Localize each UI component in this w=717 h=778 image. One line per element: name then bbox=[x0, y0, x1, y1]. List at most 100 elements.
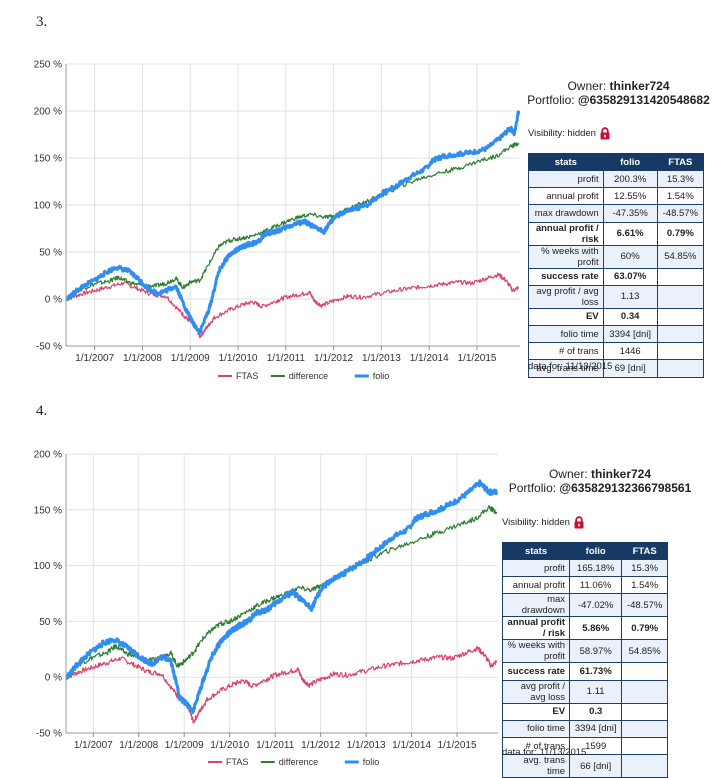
table-row: max drawdown -47.02% -48.57% bbox=[501, 593, 668, 618]
ftas-value bbox=[656, 267, 705, 286]
x-tick-label: 1/1/2012 bbox=[301, 740, 340, 751]
legend: FTAS difference folio bbox=[208, 757, 379, 767]
y-tick-label: 150 % bbox=[34, 505, 62, 516]
stat-label: EV bbox=[528, 307, 604, 326]
stat-label: success rate bbox=[528, 267, 604, 286]
ftas-value bbox=[656, 359, 705, 378]
x-tick-label: 1/1/2009 bbox=[165, 740, 204, 751]
ftas-value bbox=[621, 736, 668, 756]
table-row: success rate 63.07% bbox=[528, 267, 705, 286]
series-line-difference bbox=[66, 142, 520, 302]
x-tick-label: 1/1/2013 bbox=[347, 740, 386, 751]
x-tick-label: 1/1/2015 bbox=[458, 353, 497, 364]
y-tick-label: 0 % bbox=[45, 295, 62, 306]
section-number: 4. bbox=[36, 403, 48, 419]
x-tick-label: 1/1/2015 bbox=[438, 740, 477, 751]
portfolio-label: Portfolio: bbox=[508, 481, 557, 495]
legend-label: difference bbox=[279, 757, 318, 767]
table-row: annual profit / risk 5.86% 0.79% bbox=[501, 616, 668, 641]
table-row: success rate 61.73% bbox=[501, 662, 668, 681]
folio-value: 1446 bbox=[602, 342, 658, 361]
portfolio-line: Portfolio: @635829131420548682 bbox=[520, 93, 717, 107]
stats-header-cell: stats bbox=[501, 542, 571, 560]
stats-header-row: stats folio FTAS bbox=[501, 542, 668, 560]
x-tick-label: 1/1/2007 bbox=[75, 353, 114, 364]
stats-header-cell: folio bbox=[569, 542, 623, 560]
folio-value: 1599 bbox=[569, 736, 623, 756]
stat-label: avg. trans time bbox=[501, 754, 571, 778]
lock-icon[interactable] bbox=[574, 516, 584, 529]
stats-header-cell: stats bbox=[528, 153, 604, 171]
stat-label: folio time bbox=[501, 719, 571, 738]
owner-name[interactable]: thinker724 bbox=[591, 467, 652, 481]
portfolio-id[interactable]: @635829132366798561 bbox=[559, 481, 692, 495]
folio-value: 3394 [dni] bbox=[602, 324, 658, 344]
folio-value: 61.73% bbox=[569, 662, 623, 681]
stat-label: % weeks with profit bbox=[528, 244, 604, 269]
stat-label: profit bbox=[528, 169, 604, 189]
x-tick-label: 1/1/2008 bbox=[123, 353, 162, 364]
stat-label: avg. trans time bbox=[528, 359, 604, 378]
table-row: annual profit 12.55% 1.54% bbox=[528, 187, 705, 206]
x-tick-label: 1/1/2011 bbox=[256, 740, 295, 751]
owner-name[interactable]: thinker724 bbox=[609, 79, 670, 93]
x-tick-label: 1/1/2008 bbox=[119, 740, 158, 751]
x-tick-label: 1/1/2010 bbox=[219, 353, 258, 364]
stat-label: avg profit / avg loss bbox=[528, 284, 604, 309]
legend-label: FTAS bbox=[236, 371, 258, 381]
table-row: profit 165.18% 15.3% bbox=[501, 558, 668, 578]
ftas-value: -48.57% bbox=[656, 204, 705, 223]
stat-label: annual profit bbox=[528, 187, 604, 206]
stat-label: avg profit / avg loss bbox=[501, 679, 571, 704]
folio-value: 0.34 bbox=[602, 307, 658, 326]
plot-area: -50 % 0 % 50 % 100 % 150 % 200 % 250 % 1/1/2007… bbox=[34, 60, 521, 364]
lock-icon[interactable] bbox=[600, 127, 610, 140]
ftas-value bbox=[621, 679, 668, 704]
folio-value: -47.02% bbox=[569, 593, 623, 618]
y-tick-label: 250 % bbox=[34, 60, 62, 71]
folio-value: 200.3% bbox=[602, 169, 658, 189]
table-row: max drawdown -47.35% -48.57% bbox=[528, 204, 705, 223]
ftas-value: 0.79% bbox=[656, 221, 705, 246]
stat-label: annual profit bbox=[501, 576, 571, 595]
table-row: EV 0.34 bbox=[528, 307, 705, 326]
x-tick-label: 1/1/2007 bbox=[74, 740, 113, 751]
plot-area: -50 % 0 % 50 % 100 % 150 % 200 % 1/1/2007 1/1/2… bbox=[34, 450, 499, 751]
folio-value: 66 [dni] bbox=[569, 754, 623, 778]
table-row: annual profit / risk 6.61% 0.79% bbox=[528, 221, 705, 246]
series-line-folio bbox=[66, 110, 521, 335]
visibility-text: Visibility: hidden bbox=[528, 127, 596, 139]
stat-label: annual profit / risk bbox=[501, 616, 571, 641]
stat-label: profit bbox=[501, 558, 571, 578]
ftas-value: 15.3% bbox=[621, 558, 668, 578]
ftas-value: 54.85% bbox=[656, 244, 705, 269]
folio-value: -47.35% bbox=[602, 204, 658, 223]
series-line-FTAS bbox=[66, 645, 498, 724]
table-row: # of trans 1599 bbox=[501, 736, 668, 756]
stats-table: stats folio FTAS profit 165.18% 15.3% annual p… bbox=[501, 542, 668, 778]
portfolio-label: Portfolio: bbox=[527, 93, 575, 107]
folio-value: 1.11 bbox=[569, 679, 623, 704]
ftas-value bbox=[656, 307, 705, 326]
table-row: annual profit 11.06% 1.54% bbox=[501, 576, 668, 595]
table-row: avg profit / avg loss 1.11 bbox=[501, 679, 668, 704]
folio-value: 1.13 bbox=[602, 284, 658, 309]
stat-label: success rate bbox=[501, 662, 571, 681]
y-tick-label: -50 % bbox=[36, 729, 62, 740]
portfolio-info: Owner: thinker724 Portfolio: @6358291314… bbox=[520, 79, 717, 107]
owner-label: Owner: bbox=[567, 79, 607, 93]
ftas-value bbox=[621, 754, 668, 778]
folio-value: 69 [dni] bbox=[602, 359, 658, 378]
folio-value: 0.3 bbox=[569, 702, 623, 721]
folio-value: 58.97% bbox=[569, 639, 623, 664]
folio-value: 60% bbox=[602, 244, 658, 269]
owner-label: Owner: bbox=[548, 467, 588, 481]
data-date: data for: 11/13/2015 bbox=[502, 747, 587, 758]
stat-label: EV bbox=[501, 702, 571, 721]
table-row: % weeks with profit 60% 54.85% bbox=[528, 244, 705, 269]
y-tick-label: 50 % bbox=[39, 248, 62, 259]
portfolio-id[interactable]: @635829131420548682 bbox=[577, 93, 710, 107]
folio-value: 12.55% bbox=[602, 187, 658, 206]
visibility-status: Visibility: hidden bbox=[528, 127, 610, 140]
portfolio-info: Owner: thinker724 Portfolio: @6358291323… bbox=[500, 467, 700, 495]
